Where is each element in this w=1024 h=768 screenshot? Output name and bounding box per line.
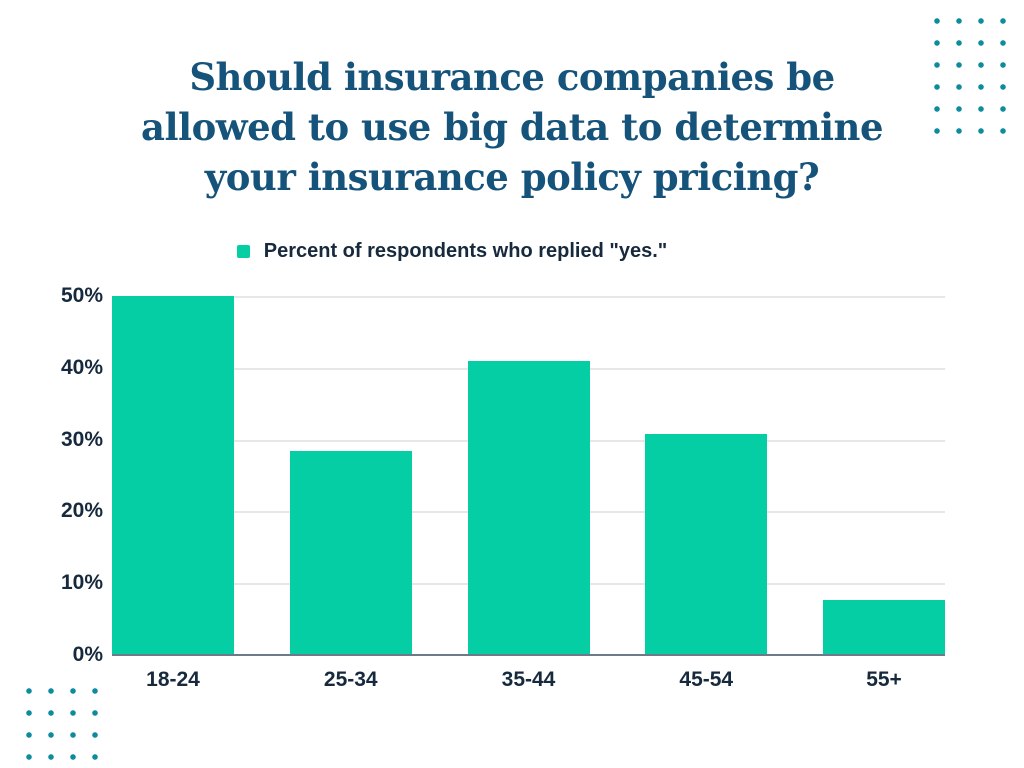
chart-title-line: allowed to use big data to determine: [140, 105, 884, 149]
bar-55+: [823, 599, 945, 655]
dot-grid-decoration-bottom-left: [18, 680, 106, 768]
x-axis-baseline: [112, 654, 945, 656]
y-tick-label: 40%: [60, 355, 103, 379]
chart-title: Should insurance companies be allowed to…: [0, 52, 1024, 202]
gridline-50: [112, 296, 945, 298]
bar-35-44: [467, 360, 590, 655]
chart-title-line: Should insurance companies be: [189, 55, 835, 99]
bar-25-34: [289, 451, 412, 655]
bar-45-54: [645, 433, 768, 655]
legend-marker-icon: [236, 245, 250, 258]
x-axis-labels: 18-24 25-34 35-44 45-54 55+: [112, 668, 945, 692]
x-tick-label-45-54: 45-54: [679, 668, 734, 691]
bar-18-24: [112, 296, 234, 655]
legend-label: Percent of respondents who replied "yes.…: [263, 240, 668, 262]
bar-series: [112, 296, 945, 655]
legend: Percent of respondents who replied "yes.…: [0, 240, 904, 263]
chart-title-line: your insurance policy pricing?: [204, 155, 820, 199]
y-tick-label: 50%: [60, 284, 103, 307]
x-tick-label-18-24: 18-24: [146, 668, 200, 691]
y-tick-label: 30%: [60, 427, 103, 451]
y-axis-labels: 0% 10% 20% 30% 40% 50%: [28, 284, 103, 666]
x-tick-label-55+: 55+: [866, 668, 902, 691]
x-tick-label-25-34: 25-34: [323, 668, 378, 691]
dot-grid-decoration-top-right: [926, 10, 1014, 142]
bar-chart-plot: [112, 296, 945, 656]
y-tick-label: 20%: [60, 499, 103, 523]
x-tick-label-35-44: 35-44: [501, 668, 556, 691]
y-tick-label: 0%: [72, 643, 103, 666]
y-tick-label: 10%: [60, 571, 103, 595]
